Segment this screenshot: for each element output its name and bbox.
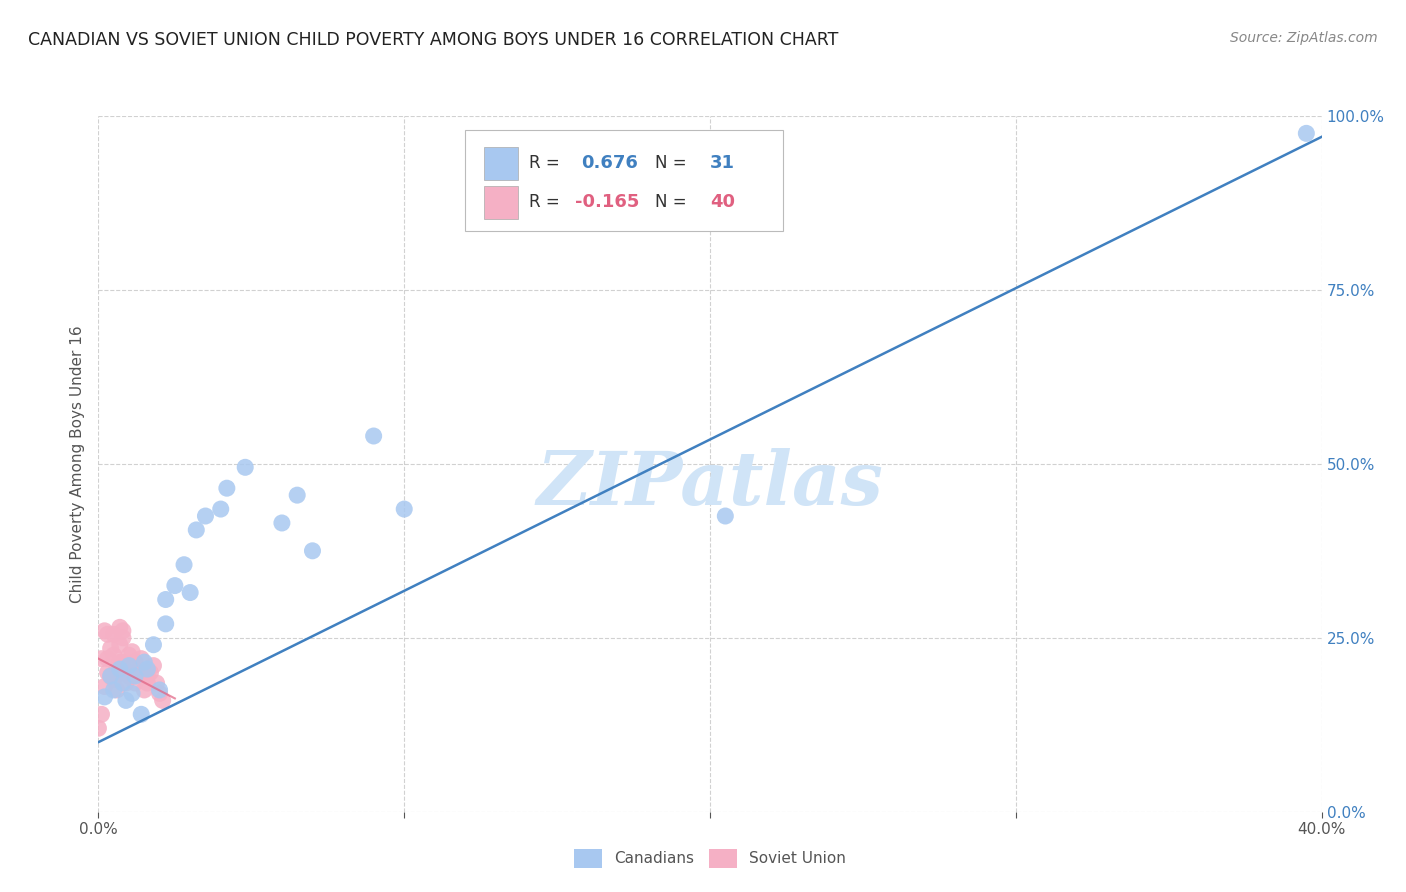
Point [145, 676, 167, 690]
Point [142, 638, 165, 652]
FancyBboxPatch shape [465, 130, 783, 231]
Point [105, 662, 128, 676]
Point [97, 627, 120, 641]
Point [270, 516, 292, 530]
Point [209, 502, 232, 516]
Point [100, 669, 122, 683]
Text: -0.165: -0.165 [575, 194, 640, 211]
Point [392, 502, 416, 516]
Point [111, 676, 134, 690]
Point [121, 669, 143, 683]
Point [285, 488, 308, 502]
Point [124, 676, 146, 690]
Text: 0.676: 0.676 [582, 154, 638, 172]
Legend: Canadians, Soviet Union: Canadians, Soviet Union [568, 843, 852, 873]
Text: 31: 31 [710, 154, 735, 172]
Point [111, 624, 134, 638]
Point [111, 655, 134, 669]
Point [121, 686, 143, 700]
Point [194, 508, 217, 523]
Point [139, 665, 162, 680]
Point [127, 662, 149, 676]
FancyBboxPatch shape [484, 186, 517, 219]
Point [124, 669, 146, 683]
Point [108, 638, 131, 652]
Point [103, 673, 125, 687]
Point [134, 683, 156, 698]
Point [97, 665, 120, 680]
Text: ZIPatlas: ZIPatlas [537, 449, 883, 521]
Point [97, 651, 120, 665]
Point [149, 683, 172, 698]
Point [103, 648, 125, 662]
Text: CANADIAN VS SOVIET UNION CHILD POVERTY AMONG BOYS UNDER 16 CORRELATION CHART: CANADIAN VS SOVIET UNION CHILD POVERTY A… [28, 31, 838, 49]
Point [1295, 127, 1317, 141]
Point [121, 645, 143, 659]
Point [301, 544, 323, 558]
Point [103, 683, 125, 698]
Point [179, 585, 201, 599]
Text: Source: ZipAtlas.com: Source: ZipAtlas.com [1230, 31, 1378, 45]
Text: 40: 40 [710, 194, 735, 211]
Point [173, 558, 195, 572]
Point [93, 690, 115, 704]
Point [115, 676, 138, 690]
Point [100, 669, 122, 683]
Text: N =: N = [655, 154, 692, 172]
Point [155, 616, 177, 631]
FancyBboxPatch shape [484, 146, 517, 180]
Point [118, 658, 141, 673]
Text: R =: R = [529, 154, 565, 172]
Point [136, 676, 159, 690]
Point [215, 481, 238, 495]
Point [155, 592, 177, 607]
Y-axis label: Child Poverty Among Boys Under 16: Child Poverty Among Boys Under 16 [70, 325, 86, 603]
Text: N =: N = [655, 194, 692, 211]
Point [134, 665, 156, 680]
Point [136, 669, 159, 683]
Point [163, 578, 186, 592]
Point [108, 662, 131, 676]
Point [105, 683, 128, 698]
Point [108, 620, 131, 634]
Point [129, 707, 152, 722]
Point [186, 523, 208, 537]
Point [93, 680, 115, 694]
Text: R =: R = [529, 194, 565, 211]
Point [142, 658, 165, 673]
Point [136, 662, 159, 676]
Point [100, 641, 122, 656]
Point [134, 655, 156, 669]
Point [233, 460, 256, 475]
Point [87, 721, 110, 735]
Point [111, 631, 134, 645]
Point [129, 651, 152, 665]
Point [108, 655, 131, 669]
Point [90, 651, 112, 665]
Point [363, 429, 385, 443]
Point [152, 693, 174, 707]
Point [118, 648, 141, 662]
Point [124, 655, 146, 669]
Point [115, 693, 138, 707]
Point [149, 686, 172, 700]
Point [103, 627, 125, 641]
Point [90, 707, 112, 722]
Point [93, 624, 115, 638]
Point [118, 669, 141, 683]
Point [714, 508, 737, 523]
Point [115, 665, 138, 680]
